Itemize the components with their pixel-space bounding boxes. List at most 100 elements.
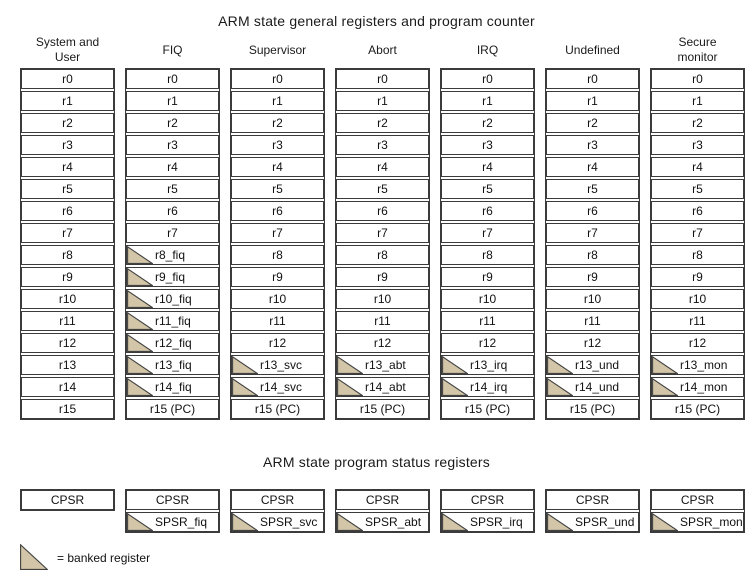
register-bank-abort: r0 r1 r2 r3 r4 r5 r6 r7 r8 r9 r10 r11 r12 r13_abt r14_… — [335, 68, 430, 420]
register-label: r12 — [58, 336, 77, 350]
banked-triangle-icon — [652, 356, 678, 374]
register-bank-irq: r0 r1 r2 r3 r4 r5 r6 r7 r8 r9 r10 r11 r12 r13_irq r14_… — [440, 68, 535, 420]
register-label: SPSR_fiq — [155, 515, 208, 529]
register-label: CPSR — [155, 493, 190, 507]
column-header-line: FIQ — [162, 42, 183, 57]
register-label: r1 — [692, 94, 703, 108]
banked-register-cell: r13_svc — [231, 355, 324, 375]
column-header-line: System and — [35, 35, 100, 49]
banked-triangle-icon — [20, 543, 49, 570]
register-cell: r1 — [21, 91, 114, 111]
register-cell: CPSR — [651, 490, 744, 510]
register-label: r6 — [377, 204, 388, 218]
register-cell: r2 — [21, 113, 114, 133]
register-cell: r1 — [546, 91, 639, 111]
banked-triangle-icon — [232, 356, 258, 374]
banked-triangle-icon — [127, 356, 153, 374]
register-cell: r10 — [546, 289, 639, 309]
register-cell: r10 — [651, 289, 744, 309]
register-cell: r8 — [651, 245, 744, 265]
register-cell: r2 — [231, 113, 324, 133]
register-cell: r3 — [336, 135, 429, 155]
banked-register-cell: r9_fiq — [126, 267, 219, 287]
register-label: r14_svc — [260, 380, 303, 394]
register-label: r6 — [692, 204, 703, 218]
register-label: r5 — [587, 182, 598, 196]
register-cell: r9 — [441, 267, 534, 287]
register-cell: r10 — [441, 289, 534, 309]
register-label: r5 — [272, 182, 283, 196]
register-cell: r4 — [231, 157, 324, 177]
column-header-line: IRQ — [476, 42, 499, 57]
register-label: r7 — [692, 226, 703, 240]
banked-register-cell: r12_fiq — [126, 333, 219, 353]
register-cell: r7 — [21, 223, 114, 243]
register-label: CPSR — [50, 493, 85, 507]
banked-triangle-icon — [232, 513, 258, 531]
register-cell: r4 — [651, 157, 744, 177]
register-cell: r7 — [546, 223, 639, 243]
register-cell: r7 — [126, 223, 219, 243]
register-label: r1 — [62, 94, 73, 108]
banked-triangle-icon — [127, 312, 153, 330]
register-cell: r0 — [21, 69, 114, 89]
legend-triangle-slot — [20, 543, 49, 570]
register-label: r6 — [482, 204, 493, 218]
register-label: r7 — [587, 226, 598, 240]
register-label: r0 — [377, 72, 388, 86]
register-label: r7 — [377, 226, 388, 240]
register-label: r15 (PC) — [674, 402, 721, 416]
register-label: r10 — [373, 292, 392, 306]
register-cell: r6 — [651, 201, 744, 221]
register-cell: r15 (PC) — [126, 399, 219, 419]
register-cell: r10 — [21, 289, 114, 309]
register-label: r0 — [167, 72, 178, 86]
psr-grid: CPSR CPSR SPSR_fiq CPSR SPSR_svc CPSR SPSR_abt… — [20, 489, 753, 533]
register-cell: r11 — [546, 311, 639, 331]
register-label: r0 — [482, 72, 493, 86]
register-cell: r1 — [231, 91, 324, 111]
register-label: r10_fiq — [155, 292, 192, 306]
banked-register-cell: SPSR_fiq — [126, 512, 219, 532]
register-label: r14_abt — [365, 380, 406, 394]
register-label: r8 — [587, 248, 598, 262]
register-cell: r1 — [651, 91, 744, 111]
register-cell: r1 — [126, 91, 219, 111]
register-label: r11_fiq — [155, 314, 191, 328]
register-cell: r3 — [651, 135, 744, 155]
register-cell: r8 — [336, 245, 429, 265]
register-cell: r14 — [21, 377, 114, 397]
register-label: r2 — [272, 116, 283, 130]
register-cell: r5 — [441, 179, 534, 199]
banked-triangle-icon — [652, 378, 678, 396]
register-label: r13_irq — [470, 358, 508, 372]
register-cell: r4 — [336, 157, 429, 177]
banked-triangle-icon — [442, 513, 468, 531]
register-label: r11 — [59, 314, 76, 328]
register-cell: CPSR — [21, 490, 114, 510]
register-cell: r7 — [231, 223, 324, 243]
register-cell: r8 — [546, 245, 639, 265]
register-cell: r4 — [441, 157, 534, 177]
register-cell: r6 — [546, 201, 639, 221]
register-label: r2 — [167, 116, 178, 130]
register-label: SPSR_irq — [470, 515, 523, 529]
register-cell: r7 — [651, 223, 744, 243]
register-cell: r12 — [651, 333, 744, 353]
legend-label: = banked register — [57, 551, 151, 565]
register-label: r4 — [62, 160, 73, 174]
psr-bank-abort: CPSR SPSR_abt — [335, 489, 430, 533]
register-cell: r3 — [126, 135, 219, 155]
register-label: r2 — [62, 116, 73, 130]
status-registers-title: ARM state program status registers — [263, 454, 490, 470]
register-cell: r9 — [546, 267, 639, 287]
column-header-line: monitor — [677, 50, 718, 64]
register-cell: r13 — [21, 355, 114, 375]
psr-bank-undefined: CPSR SPSR_und — [545, 489, 640, 533]
banked-register-cell: r13_irq — [441, 355, 534, 375]
column-header-irq: IRQ — [440, 34, 535, 66]
banked-triangle-icon — [127, 378, 153, 396]
register-label: r14_und — [575, 380, 620, 394]
banked-register-cell: r10_fiq — [126, 289, 219, 309]
register-cell: r15 — [21, 399, 114, 419]
